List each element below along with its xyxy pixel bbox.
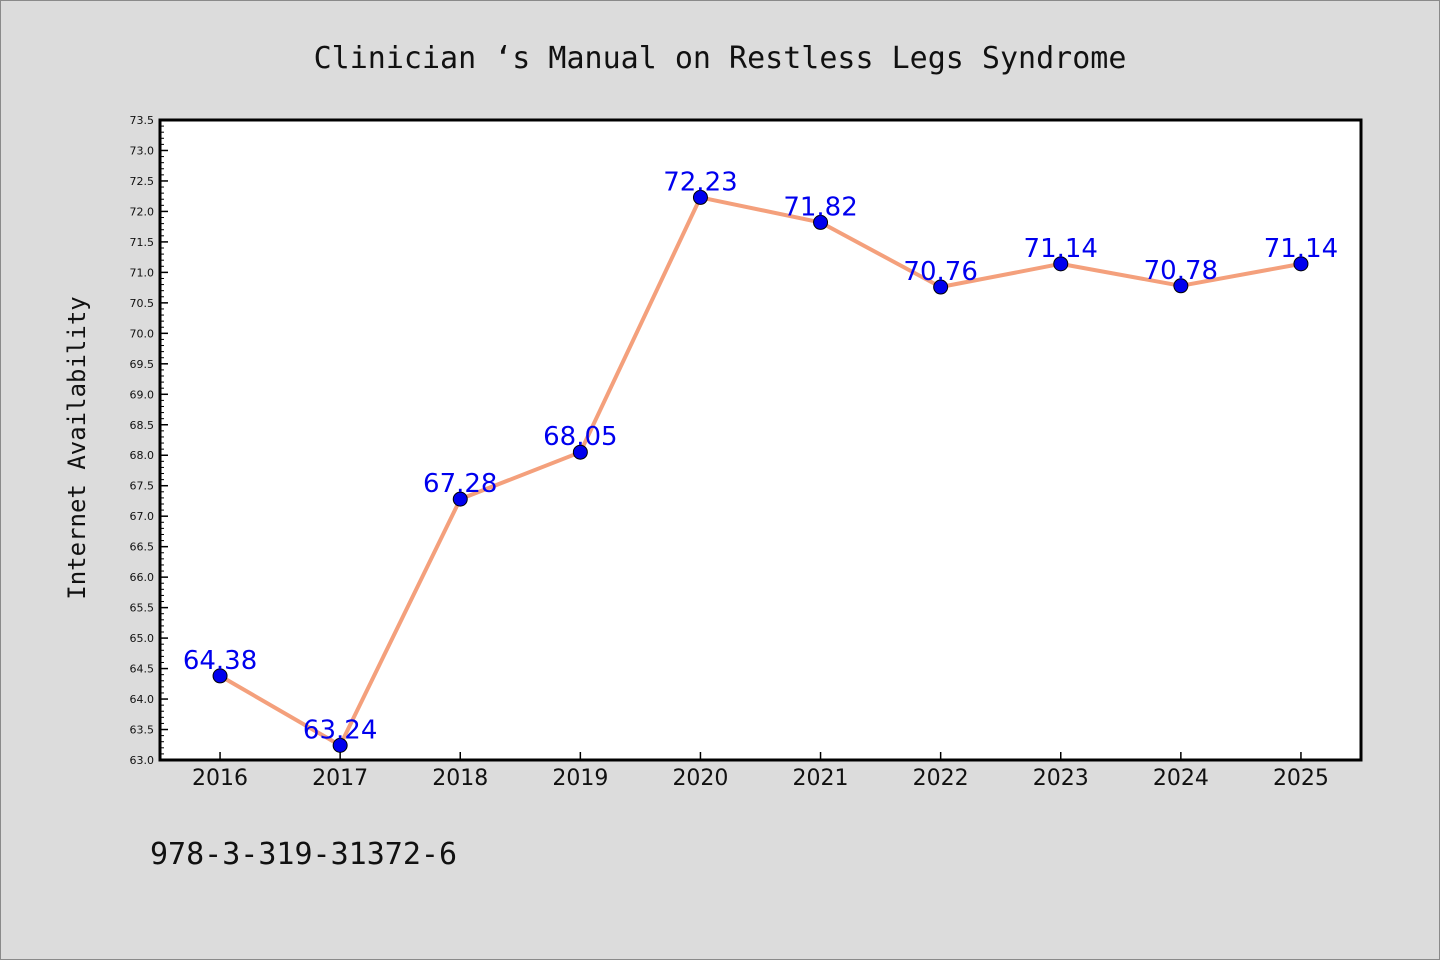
data-point [212, 668, 228, 684]
y-tick-label: 70.5 [130, 297, 155, 310]
data-point [1293, 256, 1309, 272]
y-tick-label: 73.5 [130, 114, 155, 127]
y-tick-label: 70.0 [130, 327, 155, 340]
data-label: 68.05 [543, 422, 617, 452]
y-tick-label: 71.5 [130, 236, 155, 249]
x-tick-label: 2017 [312, 766, 368, 791]
y-tick-label: 71.0 [130, 266, 155, 279]
chart-title: Clinician ‘s Manual on Restless Legs Syn… [314, 41, 1127, 76]
y-tick-label: 72.5 [130, 175, 155, 188]
x-tick-label: 2018 [432, 766, 488, 791]
footer-code: 978-3-319-31372-6 [150, 837, 457, 872]
y-tick-label: 64.0 [130, 693, 155, 706]
data-label: 71.14 [1024, 234, 1098, 264]
data-point [933, 279, 949, 295]
y-tick-label: 68.0 [130, 449, 155, 462]
plot-area [160, 120, 1361, 760]
x-axis-ticks: 2016 2017 2018 2019 2020 2021 2022 2023 2024 2025 [192, 752, 1329, 791]
data-labels: 64.38 63.24 67.28 68.05 72.23 71.82 70.76 71.14… [183, 167, 1338, 745]
data-point [332, 737, 348, 753]
y-axis-label: Internet Availability [63, 296, 91, 599]
y-tick-label: 64.5 [130, 663, 155, 676]
data-points [212, 189, 1309, 753]
y-tick-label: 68.5 [130, 419, 155, 432]
data-label: 64.38 [183, 646, 257, 676]
series-line [219, 195, 1302, 748]
x-tick-label: 2019 [552, 766, 608, 791]
y-tick-label: 69.0 [130, 388, 155, 401]
x-tick-label: 2020 [672, 766, 728, 791]
plot-frame [158, 118, 1363, 762]
data-point [692, 189, 708, 205]
y-tick-label: 67.5 [130, 480, 155, 493]
data-label: 72.23 [663, 167, 737, 197]
y-tick-label: 69.5 [130, 358, 155, 371]
x-tick-label: 2024 [1153, 766, 1209, 791]
data-point [1053, 256, 1069, 272]
y-tick-label: 63.5 [130, 724, 155, 737]
x-tick-label: 2025 [1273, 766, 1329, 791]
x-tick-label: 2022 [913, 766, 969, 791]
y-tick-label: 65.0 [130, 632, 155, 645]
data-point [813, 214, 829, 230]
x-tick-label: 2016 [192, 766, 248, 791]
x-tick-label: 2023 [1033, 766, 1089, 791]
x-tick-label: 2021 [793, 766, 849, 791]
y-tick-label: 67.0 [130, 510, 155, 523]
y-tick-label: 66.5 [130, 541, 155, 554]
y-tick-label: 66.0 [130, 571, 155, 584]
y-tick-label: 73.0 [130, 144, 155, 157]
y-tick-label: 63.0 [130, 754, 155, 767]
data-label: 71.14 [1264, 234, 1338, 264]
data-label: 70.76 [903, 257, 977, 287]
y-tick-label: 72.0 [130, 205, 155, 218]
data-label: 71.82 [783, 192, 857, 222]
data-point [1173, 278, 1189, 294]
data-point [572, 444, 588, 460]
data-label: 70.78 [1144, 256, 1218, 286]
data-point [452, 491, 468, 507]
data-label: 63.24 [303, 715, 377, 745]
y-tick-label: 65.5 [130, 602, 155, 615]
data-label: 67.28 [423, 469, 497, 499]
